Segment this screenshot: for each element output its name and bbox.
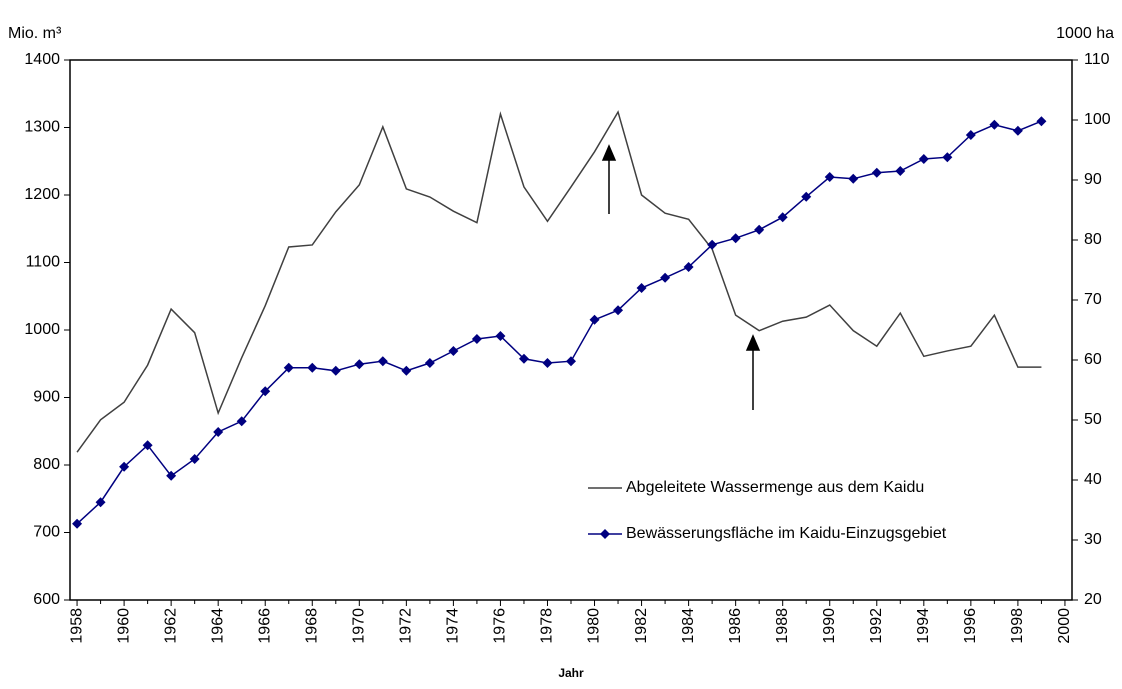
series-marker <box>119 461 130 472</box>
x-tick-label: 1978 <box>539 608 556 644</box>
series-marker <box>330 365 341 376</box>
series-marker <box>213 427 224 437</box>
y2-tick-label: 20 <box>1084 591 1102 608</box>
x-tick-label: 1996 <box>962 608 979 644</box>
series-marker <box>518 353 529 364</box>
x-tick-label: 1994 <box>915 608 932 644</box>
x-tick-label: 2000 <box>1056 608 1073 644</box>
series-marker <box>660 272 671 283</box>
x-tick-label: 1964 <box>209 608 226 644</box>
x-tick-label: 1998 <box>1009 608 1026 644</box>
series-marker <box>824 172 835 182</box>
series-marker <box>589 314 600 325</box>
series-marker <box>401 365 412 376</box>
x-tick-label: 1970 <box>351 608 368 644</box>
y2-tick-label: 100 <box>1084 111 1111 128</box>
x-tick-label: 1972 <box>398 608 415 644</box>
series-marker <box>918 154 929 164</box>
x-tick-label: 1966 <box>256 608 273 644</box>
series-marker <box>260 386 271 397</box>
y2-tick-label: 80 <box>1084 231 1102 248</box>
y-tick-label: 1100 <box>26 254 61 271</box>
series-marker <box>707 239 718 250</box>
annotation-arrow <box>745 334 761 410</box>
series-marker <box>448 346 459 356</box>
series-marker <box>754 224 765 235</box>
y-tick-label: 900 <box>33 389 60 406</box>
x-tick-label: 1960 <box>115 608 132 644</box>
y-tick-label: 700 <box>33 524 60 541</box>
legend-marker <box>600 529 610 539</box>
series-marker <box>1012 125 1023 136</box>
x-tick-label: 1986 <box>727 608 744 644</box>
series-marker <box>942 152 953 163</box>
series-marker <box>895 166 906 176</box>
x-tick-label: 1968 <box>303 608 320 644</box>
series-marker <box>636 283 647 293</box>
y2-tick-label: 90 <box>1084 171 1102 188</box>
y2-tick-label: 30 <box>1084 531 1102 548</box>
series-marker <box>377 356 388 367</box>
legend-label: Abgeleitete Wassermenge aus dem Kaidu <box>626 479 924 496</box>
series-marker <box>236 416 247 427</box>
series-marker <box>471 334 482 344</box>
x-tick-label: 1962 <box>162 608 179 644</box>
y-axis-label: Mio. m³ <box>8 25 62 42</box>
y2-tick-label: 40 <box>1084 471 1102 488</box>
series-marker <box>989 119 1000 130</box>
x-tick-label: 1980 <box>586 608 603 644</box>
series-marker <box>566 356 576 367</box>
series-marker <box>307 362 318 373</box>
series-marker <box>965 130 976 140</box>
series-marker <box>613 305 624 316</box>
x-tick-label: 1974 <box>445 608 462 644</box>
y2-tick-label: 60 <box>1084 351 1102 368</box>
series-marker <box>542 358 553 368</box>
x-axis-label: Jahr <box>558 666 584 680</box>
x-tick-label: 1984 <box>680 608 697 644</box>
y-tick-label: 1300 <box>24 119 60 136</box>
series-line <box>76 120 1042 525</box>
legend-label: Bewässerungsfläche im Kaidu-Einzugsgebie… <box>626 525 947 542</box>
series-marker <box>683 262 694 272</box>
y-tick-label: 600 <box>33 591 60 608</box>
y-tick-label: 800 <box>33 456 60 473</box>
series-marker <box>283 362 294 373</box>
y2-tick-label: 70 <box>1084 291 1102 308</box>
series-marker <box>142 440 153 451</box>
x-tick-label: 1988 <box>774 608 791 644</box>
x-tick-label: 1990 <box>821 608 838 644</box>
y2-tick-label: 110 <box>1084 51 1110 68</box>
series-marker <box>730 233 741 244</box>
y2-axis-label: 1000 ha <box>1056 25 1114 42</box>
series-marker <box>801 191 812 202</box>
series-marker <box>1036 116 1047 127</box>
series-marker <box>424 358 435 368</box>
series-marker <box>354 359 365 370</box>
series-marker <box>95 497 106 508</box>
x-tick-label: 1992 <box>868 608 885 644</box>
series-marker <box>777 212 788 223</box>
series-marker <box>495 331 506 341</box>
y2-tick-label: 50 <box>1084 411 1102 428</box>
y-tick-label: 1200 <box>24 186 60 203</box>
series-marker <box>848 173 859 184</box>
annotation-arrow <box>601 144 617 214</box>
x-tick-label: 1982 <box>633 608 650 644</box>
x-tick-label: 1976 <box>492 608 509 644</box>
y-tick-label: 1400 <box>24 51 60 68</box>
series-marker <box>166 470 177 481</box>
y-tick-label: 1000 <box>24 321 60 338</box>
series-line <box>76 110 1042 453</box>
series-marker <box>72 518 83 529</box>
series-marker <box>189 454 200 464</box>
x-tick-label: 1958 <box>68 608 85 644</box>
plot-frame <box>69 59 1073 601</box>
series-marker <box>871 167 882 178</box>
